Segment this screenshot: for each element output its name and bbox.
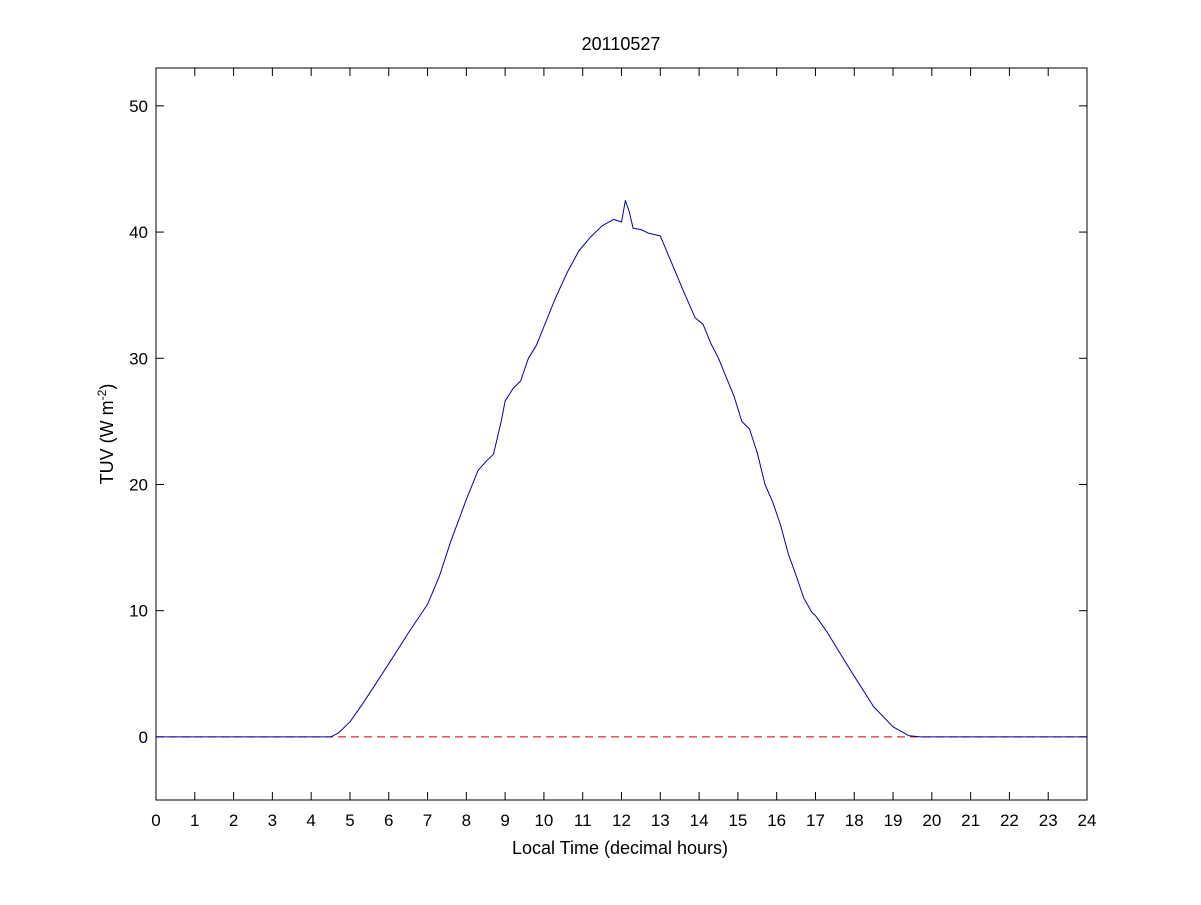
x-tick-label: 24 xyxy=(1078,811,1097,830)
series xyxy=(156,200,1087,738)
tuv-series-line xyxy=(156,200,1087,738)
y-tick-label: 30 xyxy=(129,349,148,368)
x-tick-label: 11 xyxy=(574,811,592,830)
x-tick-label: 6 xyxy=(384,811,393,830)
ticks: 0 1 2 3 4 5 6 7 8 9 10 11 12 13 14 15 16 17 18 19 20 21 22 23 24… xyxy=(129,68,1096,830)
x-tick-label: 0 xyxy=(151,811,160,830)
x-tick-label: 1 xyxy=(190,811,199,830)
x-axis-label: Local Time (decimal hours) xyxy=(512,838,728,858)
x-tick-label: 10 xyxy=(534,811,553,830)
x-tick-label: 19 xyxy=(884,811,903,830)
x-tick-label: 8 xyxy=(462,811,471,830)
chart-title: 20110527 xyxy=(582,34,661,54)
y-tick-label: 50 xyxy=(129,97,148,116)
x-tick-label: 2 xyxy=(229,811,238,830)
x-tick-label: 14 xyxy=(690,811,709,830)
y-axis-label-superscript: -2 xyxy=(95,389,109,400)
x-tick-label: 5 xyxy=(345,811,354,830)
y-tick-label: 10 xyxy=(129,602,148,621)
x-tick-label: 13 xyxy=(651,811,670,830)
y-tick-label: 20 xyxy=(129,475,148,494)
x-tick-label: 17 xyxy=(806,811,825,830)
x-tick-label: 21 xyxy=(961,811,980,830)
x-tick-label: 18 xyxy=(845,811,864,830)
x-tick-label: 16 xyxy=(767,811,786,830)
x-tick-label: 23 xyxy=(1039,811,1058,830)
x-tick-label: 12 xyxy=(612,811,631,830)
plot-area xyxy=(155,67,1088,801)
x-tick-label: 4 xyxy=(306,811,315,830)
x-tick-label: 22 xyxy=(1000,811,1019,830)
x-tick-label: 15 xyxy=(728,811,747,830)
y-axis-label-close: ) xyxy=(97,384,117,390)
x-tick-label: 9 xyxy=(500,811,509,830)
x-tick-label: 7 xyxy=(423,811,432,830)
y-tick-label: 0 xyxy=(139,728,148,747)
y-axis-label-main: TUV (W m xyxy=(97,400,117,484)
y-tick-label: 40 xyxy=(129,223,148,242)
y-axis-label: TUV (W m-2) xyxy=(95,384,117,485)
x-tick-label: 3 xyxy=(268,811,277,830)
x-tick-label: 20 xyxy=(922,811,941,830)
